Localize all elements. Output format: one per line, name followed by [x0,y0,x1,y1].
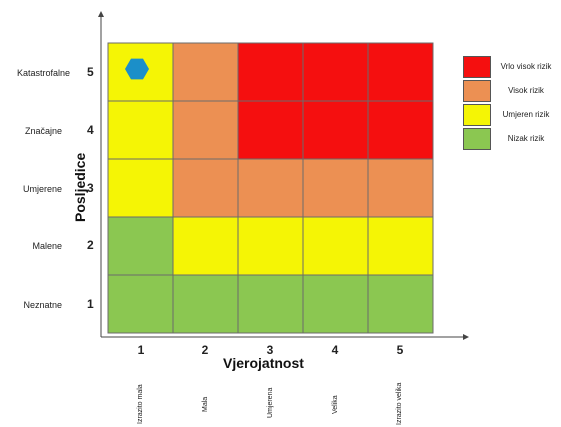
col-number-3: 3 [266,343,274,357]
row-label-umjerene: Umjerene [22,184,62,194]
risk-cell-3-2 [172,158,239,218]
risk-cell-3-5 [367,158,434,218]
row-number-3: 3 [87,181,94,195]
legend-label: Nizak rizik [507,134,545,143]
col-number-2: 2 [201,343,209,357]
y-axis-title: Posljedice [72,152,88,222]
row-label-neznatne: Neznatne [23,300,62,310]
risk-cell-4-5 [367,100,434,160]
legend-swatch-yellow [463,104,491,126]
row-number-4: 4 [87,123,94,137]
row-label-katastrofalne: Katastrofalne [16,68,70,78]
col-number-4: 4 [331,343,339,357]
risk-cell-1-5 [367,274,434,334]
risk-cell-2-1 [107,216,174,276]
risk-cell-1-4 [302,274,369,334]
risk-cell-2-3 [237,216,304,276]
risk-cell-4-2 [172,100,239,160]
legend-item-vrlo-visok: Vrlo visok rizik [463,56,557,80]
legend-item-visok: Visok rizik [463,80,557,104]
hexagon-marker [125,58,149,80]
risk-cell-1-3 [237,274,304,334]
risk-cell-1-2 [172,274,239,334]
risk-cell-3-1 [107,158,174,218]
legend-label: Umjeren rizik [502,110,550,119]
col-number-5: 5 [396,343,404,357]
legend-label: Visok rizik [508,86,544,95]
risk-cell-2-5 [367,216,434,276]
col-label-umjerena: Umjerena [267,387,274,418]
col-label-izrazito-mala: Izrazito mala [137,384,144,424]
legend-item-nizak: Nizak rizik [463,128,557,152]
col-number-1: 1 [137,343,145,357]
legend-swatch-green [463,128,491,150]
risk-cell-4-4 [302,100,369,160]
risk-cell-5-4 [302,42,369,102]
risk-cell-2-2 [172,216,239,276]
legend-swatch-orange [463,80,491,102]
legend-item-umjeren: Umjeren rizik [463,104,557,128]
row-number-2: 2 [87,238,94,252]
x-axis-title: Vjerojatnost [223,355,304,371]
col-label-mala: Mala [202,396,209,412]
col-label-velika: Velika [332,395,339,414]
row-label-malene: Malene [32,241,62,251]
row-label-znacajne: Značajne [24,126,62,136]
row-number-5: 5 [87,65,94,79]
risk-cell-5-2 [172,42,239,102]
risk-cell-3-3 [237,158,304,218]
legend-swatch-red [463,56,491,78]
col-label-izrazito-velika: Izrazito velika [396,382,403,425]
risk-cell-4-3 [237,100,304,160]
row-number-1: 1 [87,297,94,311]
risk-cell-2-4 [302,216,369,276]
risk-cell-3-4 [302,158,369,218]
risk-cell-5-3 [237,42,304,102]
risk-cell-4-1 [107,100,174,160]
legend-label: Vrlo visok rizik [500,62,552,71]
risk-cell-5-5 [367,42,434,102]
risk-cell-1-1 [107,274,174,334]
